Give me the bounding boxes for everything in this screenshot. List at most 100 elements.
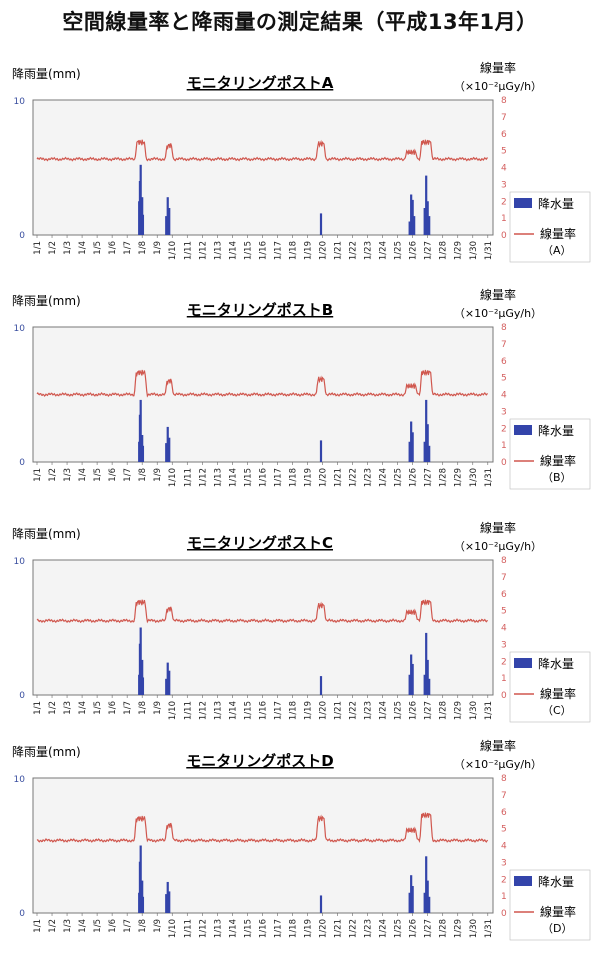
rain-bar <box>428 896 431 913</box>
rain-bar <box>408 892 411 913</box>
x-tick-label: 1/3 <box>63 919 73 933</box>
x-tick-label: 1/25 <box>394 919 404 938</box>
right-axis-label-2: （×10⁻²μGy/h） <box>454 80 542 93</box>
x-tick-label: 1/8 <box>138 241 148 255</box>
x-tick-label: 1/17 <box>273 701 283 720</box>
right-tick-label: 4 <box>501 842 507 852</box>
rain-bar <box>139 627 142 695</box>
x-tick-label: 1/17 <box>273 241 283 260</box>
x-tick-label: 1/9 <box>153 701 163 715</box>
rain-bar <box>411 199 414 235</box>
x-tick-label: 1/9 <box>153 919 163 933</box>
rain-bar <box>319 676 323 695</box>
rain-bar <box>428 216 431 235</box>
x-tick-label: 1/21 <box>334 919 344 938</box>
x-tick-label: 1/18 <box>288 468 298 487</box>
legend-post-label: （C） <box>542 704 572 717</box>
x-tick-label: 1/26 <box>409 919 419 938</box>
rain-bar <box>408 441 411 462</box>
right-tick-label: 0 <box>501 231 507 241</box>
x-tick-label: 1/1 <box>33 468 43 482</box>
x-tick-label: 1/16 <box>258 468 268 487</box>
right-axis-label-1: 線量率 <box>480 287 516 302</box>
right-tick-label: 0 <box>501 909 507 919</box>
x-tick-label: 1/2 <box>48 468 58 482</box>
x-tick-label: 1/7 <box>123 241 133 255</box>
right-tick-label: 8 <box>501 323 507 333</box>
x-tick-label: 1/5 <box>93 468 103 482</box>
right-tick-label: 5 <box>501 607 507 617</box>
rain-bar <box>410 875 413 913</box>
legend-rain-label: 降水量 <box>538 875 574 889</box>
right-tick-label: 7 <box>501 113 507 123</box>
x-tick-label: 1/12 <box>198 919 208 938</box>
left-tick-label: 0 <box>19 909 25 919</box>
x-tick-label: 1/23 <box>364 241 374 260</box>
rain-bar <box>410 194 413 235</box>
x-tick-label: 1/9 <box>153 468 163 482</box>
left-tick-label: 0 <box>19 691 25 701</box>
x-tick-label: 1/30 <box>469 701 479 720</box>
x-tick-label: 1/30 <box>469 468 479 487</box>
plot-area <box>32 559 494 696</box>
rain-bar <box>139 399 142 462</box>
right-tick-label: 1 <box>501 892 507 902</box>
left-axis-label: 降雨量(mm) <box>12 294 81 308</box>
x-tick-label: 1/26 <box>409 701 419 720</box>
panel-c: 降雨量(mm) モニタリングポストC 線量率 （×10⁻²μGy/h） 10 0 8 7 6 5 4… <box>0 518 600 748</box>
rain-bar <box>165 216 168 235</box>
x-tick-label: 1/2 <box>48 241 58 255</box>
x-tick-label: 1/4 <box>78 919 88 933</box>
right-tick-label: 1 <box>501 441 507 451</box>
rain-bar <box>141 445 145 462</box>
x-tick-label: 1/30 <box>469 919 479 938</box>
rain-bar <box>139 164 142 235</box>
x-tick-label: 1/8 <box>138 701 148 715</box>
legend-rain-label: 降水量 <box>538 657 574 671</box>
legend-dose-label: 線量率 <box>540 686 576 701</box>
x-tick-label: 1/21 <box>334 701 344 720</box>
right-tick-label: 7 <box>501 573 507 583</box>
left-tick-label: 0 <box>19 231 25 241</box>
x-tick-label: 1/1 <box>33 241 43 255</box>
x-tick-label: 1/11 <box>183 468 193 487</box>
right-tick-label: 5 <box>501 147 507 157</box>
rain-bar <box>319 440 323 462</box>
rain-bar <box>423 441 426 462</box>
x-tick-label: 1/10 <box>168 241 178 260</box>
dose-rate-line <box>36 599 488 624</box>
right-tick-label: 0 <box>501 691 507 701</box>
legend-rain-label: 降水量 <box>538 424 574 438</box>
x-tick-label: 1/6 <box>108 919 118 933</box>
page-title: 空間線量率と降雨量の測定結果（平成13年1月） <box>62 10 538 34</box>
chart-b: 降雨量(mm) モニタリングポストB線量率（×10⁻²μGy/h）10087654… <box>12 287 591 490</box>
x-tick-label: 1/18 <box>288 241 298 260</box>
chart-title: モニタリングポストD <box>186 752 333 770</box>
x-tick-label: 1/8 <box>138 468 148 482</box>
x-tick-label: 1/28 <box>439 919 449 938</box>
x-tick-label: 1/16 <box>258 701 268 720</box>
x-tick-label: 1/16 <box>258 241 268 260</box>
x-tick-label: 1/20 <box>319 701 329 720</box>
right-tick-label: 4 <box>501 164 507 174</box>
x-tick-label: 1/23 <box>364 919 374 938</box>
x-tick-label: 1/5 <box>93 241 103 255</box>
chart-title: モニタリングポストA <box>187 74 334 92</box>
x-tick-label: 1/6 <box>108 701 118 715</box>
legend-post-label: （B） <box>542 471 572 484</box>
dose-rate-line <box>36 369 488 398</box>
rain-bar <box>141 880 144 913</box>
x-tick-label: 1/17 <box>273 468 283 487</box>
chart-c: 降雨量(mm) モニタリングポストC線量率（×10⁻²μGy/h）10087654… <box>12 520 591 723</box>
right-tick-label: 1 <box>501 674 507 684</box>
x-tick-label: 1/24 <box>379 919 389 938</box>
left-tick-label: 0 <box>19 458 25 468</box>
x-tick-label: 1/28 <box>439 241 449 260</box>
legend-rain-swatch <box>514 425 532 435</box>
rain-bar <box>319 895 323 913</box>
rain-bar <box>141 677 145 695</box>
right-tick-label: 8 <box>501 556 507 566</box>
right-axis-label-2: （×10⁻²μGy/h） <box>454 307 542 320</box>
rain-bar <box>166 197 169 235</box>
x-tick-label: 1/9 <box>153 241 163 255</box>
